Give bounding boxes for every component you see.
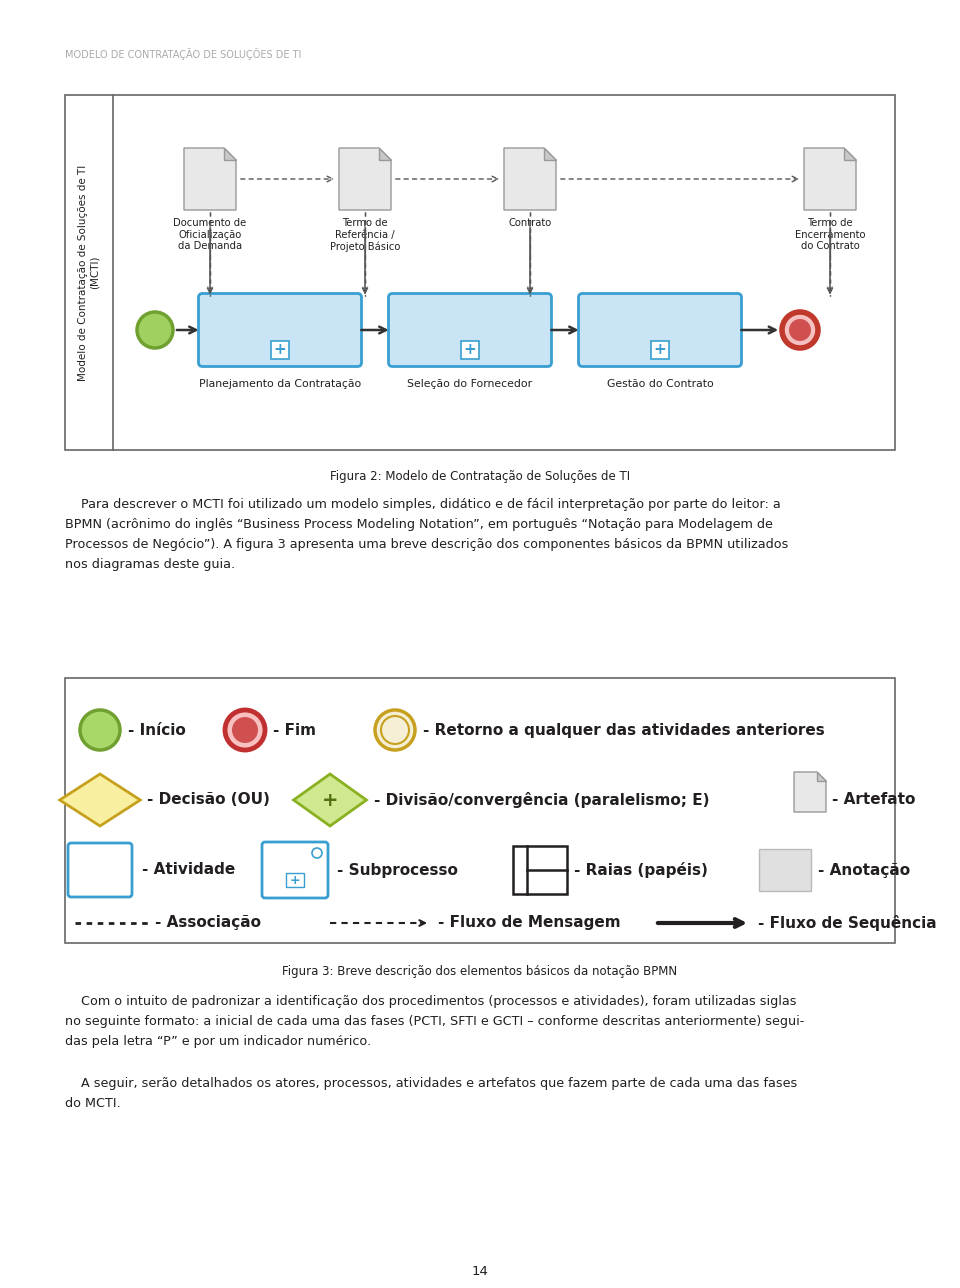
Text: Para descrever o MCTI foi utilizado um modelo simples, didático e de fácil inter: Para descrever o MCTI foi utilizado um m… — [65, 498, 780, 511]
FancyBboxPatch shape — [513, 846, 567, 894]
Polygon shape — [60, 774, 140, 826]
Text: - Associação: - Associação — [155, 916, 261, 930]
FancyBboxPatch shape — [389, 294, 551, 367]
Polygon shape — [794, 772, 826, 811]
Text: MODELO DE CONTRATAÇÃO DE SOLUÇÕES DE TI: MODELO DE CONTRATAÇÃO DE SOLUÇÕES DE TI — [65, 48, 301, 61]
Text: Figura 2: Modelo de Contratação de Soluções de TI: Figura 2: Modelo de Contratação de Soluç… — [330, 470, 630, 483]
Text: - Retorno a qualquer das atividades anteriores: - Retorno a qualquer das atividades ante… — [423, 723, 825, 738]
Polygon shape — [817, 772, 826, 781]
Circle shape — [375, 710, 415, 750]
Text: Planejamento da Contratação: Planejamento da Contratação — [199, 379, 361, 389]
FancyBboxPatch shape — [271, 340, 289, 358]
FancyBboxPatch shape — [759, 849, 811, 891]
Text: Termo de
Referência /
Projeto Básico: Termo de Referência / Projeto Básico — [330, 218, 400, 251]
Text: +: + — [274, 343, 286, 357]
Polygon shape — [504, 148, 556, 210]
FancyBboxPatch shape — [68, 844, 132, 896]
Text: - Divisão/convergência (paralelismo; E): - Divisão/convergência (paralelismo; E) — [374, 792, 709, 808]
Text: Documento de
Oficialização
da Demanda: Documento de Oficialização da Demanda — [174, 218, 247, 251]
Text: no seguinte formato: a inicial de cada uma das fases (PCTI, SFTI e GCTI – confor: no seguinte formato: a inicial de cada u… — [65, 1015, 804, 1028]
Text: Figura 3: Breve descrição dos elementos básicos da notação BPMN: Figura 3: Breve descrição dos elementos … — [282, 965, 678, 978]
Text: - Fluxo de Mensagem: - Fluxo de Mensagem — [438, 916, 620, 930]
Text: +: + — [464, 343, 476, 357]
FancyBboxPatch shape — [262, 842, 328, 898]
Text: +: + — [290, 873, 300, 886]
Polygon shape — [544, 148, 556, 160]
Circle shape — [80, 710, 120, 750]
Circle shape — [782, 312, 818, 348]
Circle shape — [225, 710, 265, 750]
Circle shape — [232, 717, 258, 743]
Text: Seleção do Fornecedor: Seleção do Fornecedor — [407, 379, 533, 389]
Text: - Subprocesso: - Subprocesso — [337, 863, 458, 877]
FancyBboxPatch shape — [65, 95, 895, 450]
Text: das pela letra “P” e por um indicador numérico.: das pela letra “P” e por um indicador nu… — [65, 1036, 372, 1048]
Text: Modelo de Contratação de Soluções de TI
(MCTI): Modelo de Contratação de Soluções de TI … — [78, 165, 100, 381]
FancyBboxPatch shape — [286, 873, 304, 887]
Text: nos diagramas deste guia.: nos diagramas deste guia. — [65, 558, 235, 571]
Polygon shape — [224, 148, 236, 160]
Text: Com o intuito de padronizar a identificação dos procedimentos (processos e ativi: Com o intuito de padronizar a identifica… — [65, 996, 797, 1009]
Text: Gestão do Contrato: Gestão do Contrato — [607, 379, 713, 389]
Text: Contrato: Contrato — [509, 218, 552, 228]
FancyBboxPatch shape — [651, 340, 669, 358]
FancyBboxPatch shape — [199, 294, 362, 367]
FancyBboxPatch shape — [65, 677, 895, 943]
Polygon shape — [844, 148, 856, 160]
Text: +: + — [322, 791, 338, 809]
Circle shape — [312, 848, 322, 858]
Text: - Decisão (OU): - Decisão (OU) — [147, 792, 270, 808]
Polygon shape — [379, 148, 391, 160]
Text: - Artefato: - Artefato — [832, 792, 916, 808]
Text: - Início: - Início — [128, 723, 185, 738]
Text: - Fim: - Fim — [273, 723, 316, 738]
Text: - Anotação: - Anotação — [818, 863, 910, 877]
FancyBboxPatch shape — [579, 294, 741, 367]
Polygon shape — [339, 148, 391, 210]
Text: 14: 14 — [471, 1265, 489, 1278]
Polygon shape — [184, 148, 236, 210]
Text: +: + — [654, 343, 666, 357]
Text: - Atividade: - Atividade — [142, 863, 235, 877]
Circle shape — [381, 716, 409, 744]
Text: - Raias (papéis): - Raias (papéis) — [574, 862, 708, 878]
Text: BPMN (acrônimo do inglês “Business Process Modeling Notation”, em português “Not: BPMN (acrônimo do inglês “Business Proce… — [65, 518, 773, 531]
Text: do MCTI.: do MCTI. — [65, 1097, 121, 1110]
FancyBboxPatch shape — [461, 340, 479, 358]
Text: Termo de
Encerramento
do Contrato: Termo de Encerramento do Contrato — [795, 218, 865, 251]
Polygon shape — [294, 774, 367, 826]
Circle shape — [789, 319, 811, 341]
Text: A seguir, serão detalhados os atores, processos, atividades e artefatos que faze: A seguir, serão detalhados os atores, pr… — [65, 1077, 797, 1090]
Polygon shape — [804, 148, 856, 210]
Circle shape — [137, 312, 173, 348]
Text: Processos de Negócio”). A figura 3 apresenta uma breve descrição dos componentes: Processos de Negócio”). A figura 3 apres… — [65, 538, 788, 551]
Text: - Fluxo de Sequência: - Fluxo de Sequência — [758, 914, 937, 931]
